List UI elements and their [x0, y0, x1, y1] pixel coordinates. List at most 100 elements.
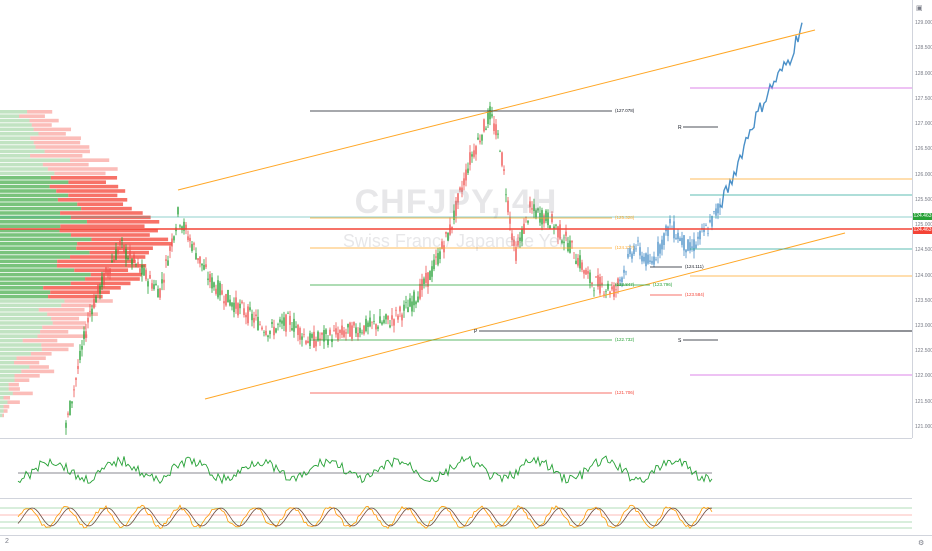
candle-body: [641, 255, 643, 262]
candle-body: [439, 251, 441, 260]
volume-profile-bar-up: [0, 114, 20, 118]
candle-body: [333, 330, 335, 331]
level-label: (125.328): [615, 215, 635, 220]
candle-body: [587, 271, 589, 274]
volume-profile-bar-up: [0, 167, 48, 171]
candle-body: [423, 278, 425, 284]
candle-body: [363, 325, 365, 334]
candle-body: [109, 268, 111, 274]
volume-profile-bar-down: [60, 224, 145, 228]
volume-profile-bar-up: [0, 378, 15, 382]
time-axis[interactable]: [0, 535, 932, 551]
volume-profile-bar-up: [0, 220, 87, 224]
candle-body: [617, 278, 619, 287]
volume-profile-bar-up: [0, 171, 55, 176]
pane-separator-stoch[interactable]: [0, 498, 912, 499]
candle-body: [543, 215, 545, 224]
volume-profile-bar-up: [0, 334, 38, 338]
volume-profile-bar-up: [0, 382, 9, 387]
candle-body: [163, 279, 165, 283]
volume-profile-bar-up: [0, 272, 91, 277]
volume-profile-bar-up: [0, 180, 69, 184]
volume-profile-bar-down: [56, 189, 126, 193]
candle-body: [601, 282, 603, 286]
candle-body: [167, 260, 169, 266]
volume-profile-bar-up: [0, 321, 53, 325]
volume-profile-bar-up: [0, 290, 51, 294]
candle-body: [161, 279, 163, 284]
volume-profile-bar-up: [0, 176, 51, 180]
candle-body: [231, 302, 233, 307]
volume-profile-bar-up: [0, 347, 42, 352]
volume-profile-bar-up: [0, 198, 58, 202]
candle-body: [433, 259, 435, 270]
volume-profile-bar-up: [0, 189, 57, 193]
candle-body: [447, 232, 449, 241]
candle-body: [83, 331, 85, 340]
candle-body: [171, 238, 173, 247]
volume-profile-bar-up: [0, 110, 28, 114]
volume-profile-bar-up: [0, 259, 58, 264]
candle-body: [211, 277, 213, 289]
volume-profile-bar-up: [0, 400, 8, 404]
volume-profile-bar-down: [54, 171, 106, 176]
candle-body: [609, 291, 611, 295]
candle-body: [519, 237, 521, 241]
candle-body: [393, 319, 395, 326]
volume-profile-bar-up: [0, 360, 14, 365]
price-axis-tick: 129.000: [915, 20, 932, 27]
volume-profile-bar-down: [3, 409, 8, 413]
pane-separator-rsi[interactable]: [0, 438, 912, 439]
candle-body: [71, 401, 73, 404]
level-label: (124.111): [685, 264, 704, 269]
candle-body: [143, 268, 145, 276]
volume-profile-bar-down: [42, 325, 87, 330]
candle-body: [229, 299, 231, 306]
candle-body: [131, 258, 133, 265]
candle-body: [73, 389, 75, 391]
candle-body: [337, 332, 339, 340]
candle-body: [635, 248, 637, 250]
volume-profile-bar-down: [52, 321, 87, 325]
settings-icon[interactable]: ⚙: [918, 540, 925, 547]
camera-icon[interactable]: ▣: [916, 5, 923, 12]
candle-body: [159, 288, 161, 298]
candle-body: [315, 341, 317, 347]
candle-body: [137, 262, 139, 264]
candle-body: [283, 317, 285, 326]
volume-profile-bar-down: [70, 233, 150, 237]
candle-body: [561, 240, 563, 243]
candle-body: [675, 237, 677, 239]
channel-lower-line: [204, 232, 846, 400]
candle-body: [105, 267, 107, 274]
candle-body: [345, 332, 347, 334]
candle-body: [651, 260, 653, 264]
volume-profile-bar-down: [89, 250, 149, 255]
volume-profile-bar-down: [57, 259, 136, 264]
candle-body: [445, 232, 447, 234]
candle-body: [139, 268, 141, 273]
volume-profile-bar-down: [14, 374, 40, 378]
candle-body: [591, 282, 593, 285]
candle-body: [475, 146, 477, 155]
pivot-marker: P: [474, 329, 478, 335]
candle-body: [125, 248, 127, 260]
candle-body: [585, 269, 587, 275]
volume-profile-bar-down: [38, 132, 66, 136]
price-axis-tick: 128.000: [915, 70, 932, 77]
candle-body: [361, 332, 363, 334]
volume-profile-bar-down: [30, 136, 81, 140]
candle-body: [385, 314, 387, 320]
candle-body: [711, 215, 713, 227]
candle-body: [647, 254, 649, 264]
candle-body: [517, 240, 519, 246]
candle-body: [113, 259, 115, 263]
candle-body: [577, 257, 579, 266]
candle-body: [419, 283, 421, 299]
channel-upper-line: [177, 29, 816, 191]
candle-body: [305, 340, 307, 344]
candle-body: [555, 224, 557, 226]
candle-body: [611, 286, 613, 290]
candle-body: [157, 288, 159, 298]
